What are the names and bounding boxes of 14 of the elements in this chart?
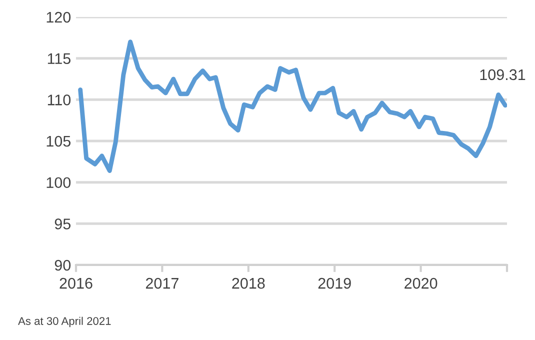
annotation: 109.31 xyxy=(480,69,526,80)
y-tick-label: 95 xyxy=(54,218,70,230)
y-tick-label: 90 xyxy=(54,260,71,271)
x-tick-label: 2018 xyxy=(232,278,265,289)
y-tick-label: 120 xyxy=(46,12,71,23)
y-tick-label: 105 xyxy=(46,136,70,147)
x-tick-label: 2019 xyxy=(318,278,351,289)
x-tick-label: 2016 xyxy=(60,278,92,289)
text: As at 30 April 2021 xyxy=(18,316,111,328)
x-tick-label: 2020 xyxy=(404,278,438,289)
x-tick-label: 2017 xyxy=(146,278,178,289)
y-tick-label: 115 xyxy=(48,53,70,64)
y-tick-label: 100 xyxy=(46,177,71,188)
y-tick-label: 110 xyxy=(48,94,71,106)
